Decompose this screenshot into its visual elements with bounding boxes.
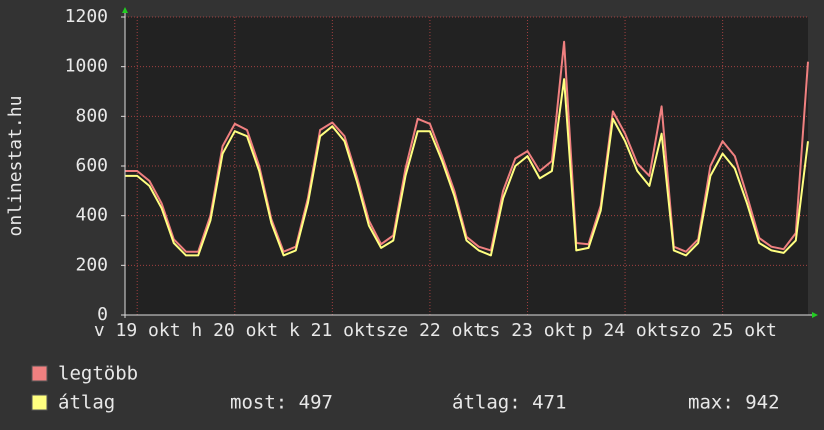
x-tick-label: cs 23 okt <box>479 320 577 341</box>
x-tick-label: szo 25 okt <box>668 320 776 341</box>
x-tick-label: sze 22 okt <box>376 320 484 341</box>
legend-swatch <box>31 394 48 411</box>
legend-swatch <box>31 365 48 382</box>
legend-label: legtöbb <box>58 363 138 385</box>
y-axis-arrow <box>122 7 128 13</box>
x-axis-arrow <box>812 312 818 318</box>
plot-area <box>125 17 808 315</box>
x-tick-label: p 24 okt <box>582 320 669 341</box>
y-tick-label: 1000 <box>65 56 108 77</box>
series-line <box>125 78 809 257</box>
y-tick-label: 200 <box>75 254 108 275</box>
legend-stat: átlag: 471 <box>452 392 566 414</box>
y-tick-label: 1200 <box>65 6 108 27</box>
legend-label: átlag <box>58 392 115 414</box>
legend: legtöbb átlag most: 497 átlag: 471 max: 942 <box>31 363 780 414</box>
lines <box>125 40 809 257</box>
legend-stat: most: 497 <box>230 392 333 414</box>
y-axis-title: onlinestat.hu <box>5 96 26 237</box>
y-tick-label: 400 <box>75 205 108 226</box>
x-tick-label: v 19 okt <box>94 320 181 341</box>
x-tick-label: h 20 okt <box>191 320 278 341</box>
y-tick-label: 800 <box>75 105 108 126</box>
x-tick-label: k 21 okt <box>289 320 376 341</box>
legend-stat: max: 942 <box>688 392 780 414</box>
y-tick-label: 0 <box>97 304 108 325</box>
y-tick-label: 600 <box>75 155 108 176</box>
